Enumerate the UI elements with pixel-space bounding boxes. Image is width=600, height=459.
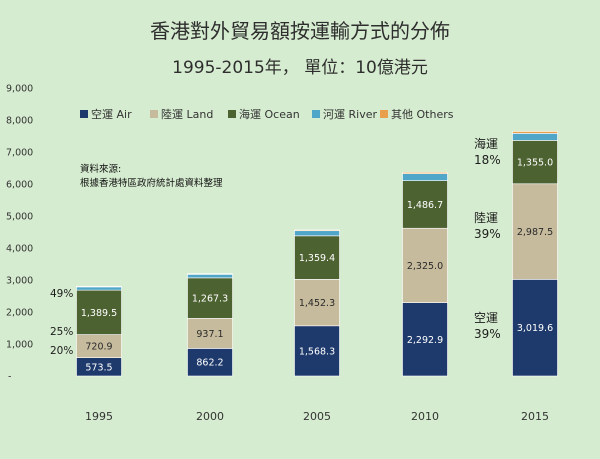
legend: 空運 Air 陸運 Land 海運 Ocean 河運 River 其他 Others — [80, 107, 454, 121]
chart-subtitle: 1995-2015年， 單位：10億港元 — [172, 58, 428, 78]
bar-segment — [402, 180, 448, 229]
chart-title: 香港對外貿易額按運輸方式的分佈 — [150, 19, 450, 43]
y-tick-label: 6,000 — [6, 180, 33, 191]
side-land-name: 陸運 — [474, 211, 498, 225]
data-label: 1,486.7 — [407, 200, 443, 211]
side-ocean-pct: 18% — [474, 153, 501, 167]
bar-segment — [294, 229, 340, 232]
x-axis: 1995 2000 2005 2010 2015 — [85, 410, 549, 423]
bar-segment — [512, 133, 558, 141]
data-label: 1,452.3 — [299, 298, 335, 309]
source-note: 資料來源: 根據香港特區政府統計處資料整理 — [80, 163, 223, 189]
x-tick-label: 2000 — [196, 410, 224, 423]
bar-segment — [512, 131, 558, 134]
bar-stack-2000: 862.2 937.1 1,267.3 — [187, 273, 233, 377]
y-axis: - 1,000 2,000 3,000 4,000 5,000 6,000 7,000 8,00… — [6, 84, 33, 383]
legend-label: 空運 Air — [91, 107, 132, 121]
y-tick-label: 8,000 — [6, 116, 33, 127]
bar-segment — [402, 172, 448, 174]
x-tick-label: 2015 — [521, 410, 549, 423]
bar-segment — [294, 325, 340, 377]
legend-swatch — [80, 110, 88, 118]
side-2015: 海運 18% 陸運 39% 空運 39% — [474, 136, 501, 341]
side-ocean-name: 海運 — [474, 136, 498, 151]
bar-segment — [76, 286, 122, 291]
y-tick-label: - — [8, 372, 11, 383]
y-tick-label: 7,000 — [6, 148, 33, 159]
bars: 573.5 720.9 1,389.5 862.2 937.1 1,267.3 1,568.… — [76, 131, 558, 377]
x-tick-label: 1995 — [85, 410, 113, 423]
bar-stack-2005: 1,568.3 1,452.3 1,359.4 — [294, 229, 340, 377]
pct-1995: 49% 25% 20% — [50, 288, 73, 357]
y-tick-label: 1,000 — [6, 340, 33, 351]
data-label: 3,019.6 — [517, 323, 553, 334]
legend-label: 其他 Others — [391, 108, 454, 121]
bar-segment — [402, 302, 448, 377]
side-air-pct: 39% — [474, 327, 501, 341]
data-label: 2,292.9 — [407, 335, 443, 346]
bar-segment — [402, 173, 448, 181]
data-label: 2,325.0 — [407, 261, 443, 272]
source-line-1: 資料來源: — [80, 163, 121, 175]
bar-stack-2015: 3,019.6 2,987.5 1,355.0 — [512, 131, 558, 377]
legend-item: 其他 Others — [380, 108, 454, 121]
bar-segment — [187, 277, 233, 319]
bar-segment — [76, 285, 122, 288]
bar-segment — [402, 227, 448, 303]
data-label: 1,355.0 — [517, 158, 553, 169]
bar-stack-2010: 2,292.9 2,325.0 1,486.7 — [402, 172, 448, 377]
legend-item: 空運 Air — [80, 107, 132, 121]
data-label: 720.9 — [85, 342, 112, 353]
data-label: 1,389.5 — [81, 308, 117, 319]
bar-segment — [187, 348, 233, 377]
legend-swatch — [380, 110, 388, 118]
y-tick-label: 2,000 — [6, 308, 33, 319]
y-tick-label: 5,000 — [6, 212, 33, 223]
data-label: 573.5 — [85, 362, 112, 373]
data-label: 862.2 — [196, 358, 223, 369]
bar-segment — [294, 279, 340, 327]
bar-segment — [294, 230, 340, 237]
pct-1995-ocean: 49% — [50, 288, 73, 300]
bar-segment — [76, 289, 122, 335]
legend-item: 海運 Ocean — [228, 107, 300, 121]
legend-swatch — [228, 110, 236, 118]
bar-segment — [512, 140, 558, 185]
bar-segment — [187, 318, 233, 349]
bar-segment — [187, 273, 233, 275]
x-tick-label: 2005 — [303, 410, 331, 423]
y-tick-label: 4,000 — [6, 244, 33, 255]
source-line-2: 根據香港特區政府統計處資料整理 — [80, 177, 223, 189]
legend-item: 河運 River — [312, 108, 377, 121]
legend-label: 海運 Ocean — [239, 107, 300, 121]
legend-label: 陸運 Land — [161, 108, 213, 121]
pct-1995-air: 20% — [50, 345, 73, 357]
bar-segment — [512, 183, 558, 280]
bar-segment — [294, 235, 340, 280]
y-tick-label: 3,000 — [6, 276, 33, 287]
side-land-pct: 39% — [474, 227, 501, 241]
legend-swatch — [312, 110, 320, 118]
data-label: 937.1 — [196, 329, 223, 340]
bar-segment — [187, 274, 233, 279]
data-label: 1,359.4 — [299, 253, 335, 264]
bar-segment — [512, 279, 558, 377]
legend-label: 河運 River — [323, 108, 377, 121]
x-tick-label: 2010 — [411, 410, 439, 423]
legend-item: 陸運 Land — [150, 108, 213, 121]
data-label: 1,267.3 — [192, 294, 228, 305]
side-air-name: 空運 — [474, 311, 498, 325]
pct-1995-land: 25% — [50, 326, 73, 338]
data-label: 1,568.3 — [299, 346, 335, 357]
bar-stack-1995: 573.5 720.9 1,389.5 — [76, 285, 122, 377]
y-tick-label: 9,000 — [6, 84, 33, 95]
data-label: 2,987.5 — [517, 227, 553, 238]
legend-swatch — [150, 110, 158, 118]
